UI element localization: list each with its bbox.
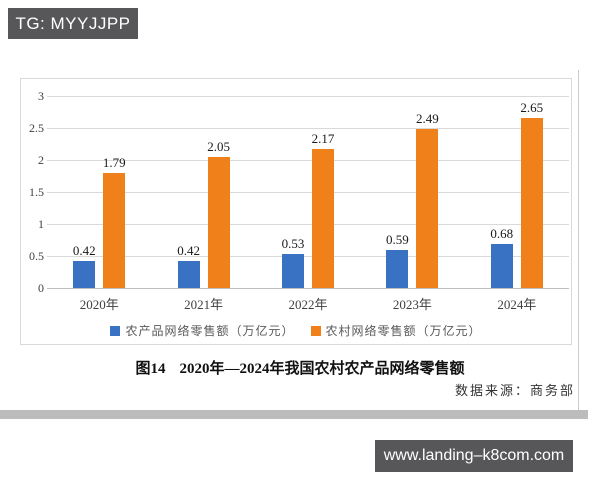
grid-line	[47, 191, 569, 193]
x-axis-labels: 2020年 2021年 2022年 2023年 2024年	[47, 294, 569, 313]
bar-value-label: 0.42	[177, 243, 200, 259]
legend-label: 农村网络零售额（万亿元）	[325, 324, 482, 338]
tg-watermark-badge: TG: MYYJJPP	[8, 8, 138, 39]
bar-2024年-series1	[490, 244, 513, 288]
y-tick-label: 1.5	[29, 185, 44, 199]
grid-line	[47, 287, 569, 289]
legend-item: 农产品网络零售额（万亿元）	[110, 322, 294, 339]
y-tick-label: 2.5	[29, 121, 44, 135]
legend-swatch	[110, 325, 121, 336]
bar-value-label: 0.68	[490, 226, 514, 242]
figure-label: 图14	[135, 361, 166, 377]
bar-value-label: 2.49	[416, 110, 439, 126]
bar-value-label: 0.42	[72, 243, 96, 259]
bar-2023年-series1	[386, 250, 409, 288]
plot-area: 0 0.5 1 1.5 2 2.5 3 0.42 1.79 0.42 2.05 0.53 2.17 0.5…	[29, 89, 569, 295]
url-watermark-badge: www.landing–k8com.com	[375, 440, 573, 472]
x-tick-label: 2024年	[497, 297, 537, 312]
page-edge-band	[0, 410, 588, 419]
page-edge-line	[578, 70, 579, 410]
bar-value-label: 0.53	[281, 236, 305, 252]
bar-value-label: 2.05	[207, 138, 230, 154]
y-tick-label: 1	[38, 217, 44, 231]
x-tick-label: 2022年	[288, 297, 328, 312]
bar-2024年-series2	[520, 118, 543, 288]
grid-line	[47, 95, 569, 97]
y-tick-label: 3	[38, 89, 44, 103]
figure-caption: 图14 2020年—2024年我国农村农产品网络零售额	[0, 357, 600, 378]
chart-legend: 农产品网络零售额（万亿元） 农村网络零售额（万亿元）	[21, 322, 571, 339]
bar-value-label: 0.59	[386, 232, 409, 248]
bar-2022年-series2	[312, 149, 334, 288]
x-tick-label: 2023年	[392, 297, 432, 312]
legend-swatch	[310, 325, 321, 336]
bar-value-label: 1.79	[102, 155, 126, 171]
figure-title: 2020年—2024年我国农村农产品网络零售额	[179, 361, 465, 377]
chart-panel: 0 0.5 1 1.5 2 2.5 3 0.42 1.79 0.42 2.05 0.53 2.17 0.5…	[20, 78, 572, 345]
legend-label: 农产品网络零售额（万亿元）	[125, 324, 295, 338]
grid-line	[47, 127, 569, 129]
x-tick-label: 2021年	[184, 297, 224, 312]
grid-line	[47, 223, 569, 225]
bar-value-label: 2.65	[520, 100, 544, 116]
grid-line	[47, 159, 569, 161]
bar-2021年-series2	[207, 156, 230, 288]
bar-2020年-series1	[73, 261, 96, 288]
y-tick-label: 2	[38, 153, 44, 167]
bar-2020年-series2	[103, 173, 126, 288]
bar-2021年-series1	[177, 261, 200, 288]
x-tick-label: 2020年	[79, 297, 119, 312]
data-source-text: 数据来源：商务部	[454, 383, 575, 398]
legend-item: 农村网络零售额（万亿元）	[310, 322, 482, 339]
y-tick-label: 0	[38, 281, 44, 295]
y-tick-label: 0.5	[29, 249, 44, 263]
bar-2022年-series1	[282, 254, 304, 288]
grid-line	[47, 255, 569, 257]
bar-value-label: 2.17	[311, 131, 335, 147]
bar-2023年-series2	[416, 128, 439, 288]
